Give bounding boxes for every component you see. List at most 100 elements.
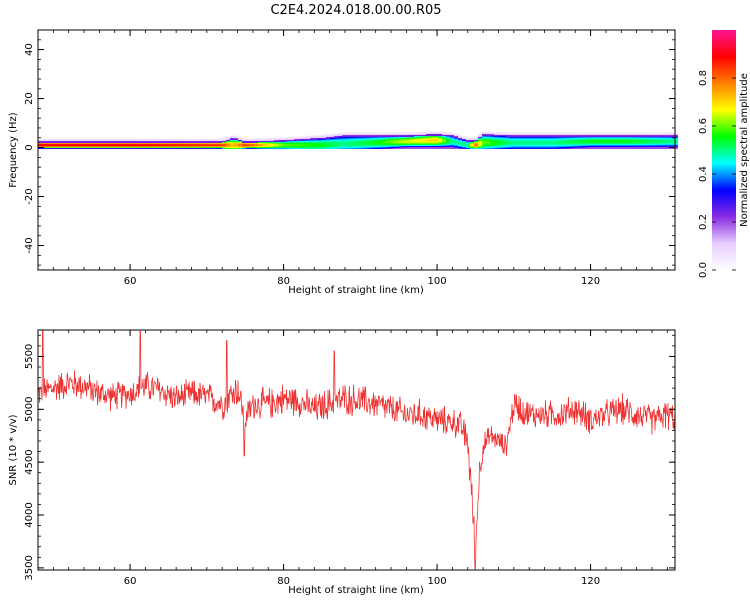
spectrogram-cell [394,147,398,148]
spectrogram-cell [378,144,382,145]
spectrogram-cell [586,144,590,145]
spectrogram-cell [66,148,70,149]
spectrogram-cell [38,148,42,149]
spectrogram-cell [158,138,162,139]
spectrogram-cell [382,141,386,142]
spectrogram-cell [474,148,478,149]
spectrogram-cell [482,142,486,143]
spectrogram-cell [594,136,598,137]
spectrogram-cell [218,139,222,140]
spectrogram-cell [530,144,534,145]
spectrogram-cell [266,145,270,146]
spectrogram-cell [542,142,546,143]
spectrogram-cell [558,136,562,137]
spectrogram-cell [90,138,94,139]
spectrogram-cell [230,144,234,145]
spectrogram-cell [518,133,522,134]
spectrogram-cell [366,140,370,141]
spectrogram-cell [650,142,654,143]
spectrogram-cell [474,137,478,138]
spectrogram-cell [290,145,294,146]
spectrogram-cell [258,147,262,148]
spectrogram-cell [518,146,522,147]
spectrogram-cell [506,147,510,148]
spectrogram-cell [330,143,334,144]
spectrogram-cell [138,146,142,147]
spectrogram-cell [326,144,330,145]
spectrogram-cell [410,145,414,146]
spectrogram-cell [426,145,430,146]
spectrogram-cell [594,144,598,145]
spectrogram-cell [630,139,634,140]
spectrogram-cell [382,146,386,147]
spectrogram-cell [414,139,418,140]
spectrogram-cell [206,148,210,149]
spectrogram-cell [646,136,650,137]
spectrogram-cell [358,133,362,134]
spectrogram-cell [406,139,410,140]
spectrogram-cell [598,138,602,139]
spectrogram-cell [354,143,358,144]
spectrogram-cell [446,147,450,148]
spectrogram-cell [206,146,210,147]
spectrogram-cell [246,138,250,139]
spectrogram-cell [670,133,674,134]
spectrogram-cell [566,138,570,139]
spectrogram-cell [654,133,658,134]
spectrogram-cell [594,148,598,149]
spectrogram-cell [590,133,594,134]
spectrogram-cell [622,143,626,144]
spectrogram-cell [114,142,118,143]
spectrogram-cell [338,136,342,137]
spectrogram-cell [42,144,46,145]
spectrogram-cell [398,144,402,145]
spectrogram-cell [330,135,334,136]
spectrogram-cell [570,145,574,146]
spectrogram-cell [418,140,422,141]
spectrogram-cell [502,148,506,149]
spectrogram-cell [334,140,338,141]
spectrogram-cell [414,140,418,141]
spectrogram-cell [478,144,482,145]
spectrogram-cell [598,141,602,142]
spectrogram-cell [662,145,666,146]
spectrogram-cell [542,143,546,144]
spectrogram-cell [198,145,202,146]
spectrogram-cell [142,148,146,149]
spectrogram-cell [618,143,622,144]
spectrogram-cell [318,141,322,142]
spectrogram-cell [630,134,634,135]
spectrogram-cell [210,139,214,140]
spectrogram-cell [522,133,526,134]
spectrogram-cell [242,144,246,145]
spectrogram-cell [462,141,466,142]
spectrogram-cell [182,144,186,145]
spectrogram-cell [306,143,310,144]
spectrogram-cell [274,142,278,143]
spectrogram-cell [378,143,382,144]
spectrogram-cell [634,141,638,142]
spectrogram-cell [586,143,590,144]
spectrogram-cell [518,142,522,143]
spectrogram-cell [410,140,414,141]
spectrogram-cell [674,133,678,134]
spectrogram-cell [314,139,318,140]
spectrogram-cell [622,147,626,148]
spectrogram-cell [46,143,50,144]
spectrogram-cell [658,141,662,142]
spectrogram-cell [142,143,146,144]
spectrogram-cell [622,140,626,141]
spectrogram-cell [166,145,170,146]
spectrogram-cell [282,140,286,141]
spectrogram-cell [98,146,102,147]
spectrogram-cell [154,147,158,148]
spectrogram-cell [658,133,662,134]
spectrogram-cell [242,148,246,149]
spectrogram-cell [422,134,426,135]
spectrogram-cell [486,140,490,141]
spectrogram-cell [194,140,198,141]
spectrogram-cell [602,142,606,143]
spectrogram-cell [622,133,626,134]
spectrogram-cell [118,146,122,147]
spectrogram-cell [314,135,318,136]
